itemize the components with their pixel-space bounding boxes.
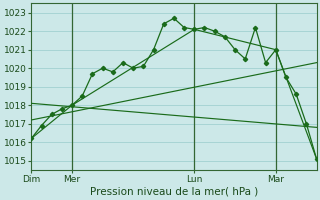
X-axis label: Pression niveau de la mer( hPa ): Pression niveau de la mer( hPa ) [90, 187, 258, 197]
